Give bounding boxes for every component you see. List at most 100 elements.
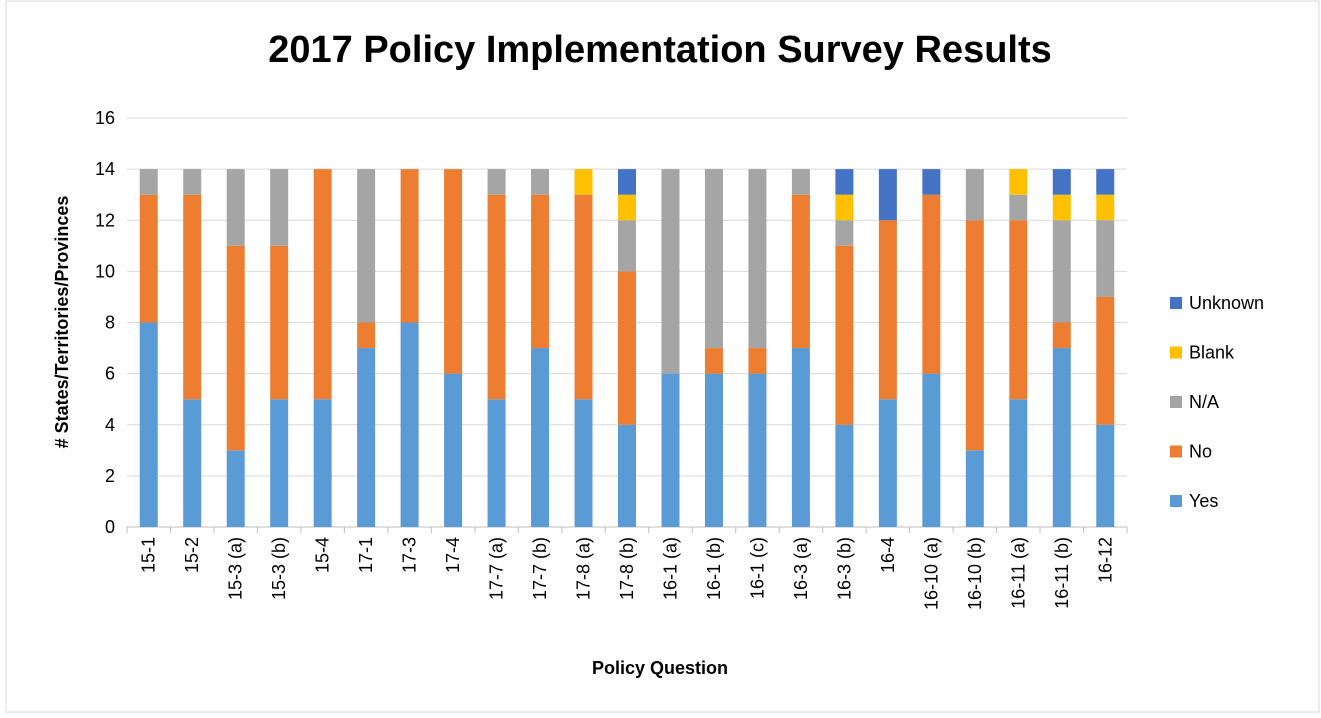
bar-segment [313, 169, 332, 400]
bar-segment [1096, 194, 1115, 221]
bar-segment [835, 194, 854, 221]
bar-segment [922, 169, 941, 195]
x-tick-label: 17-3 [400, 537, 420, 573]
bar-segment [139, 194, 158, 323]
bar-segment [400, 322, 419, 527]
legend-swatch [1170, 445, 1182, 458]
bar-segment [965, 220, 984, 451]
bar-segment [1052, 194, 1071, 221]
x-tick-label: 17-7 (a) [487, 537, 507, 600]
bar-segment [1009, 194, 1028, 221]
bar-segment [531, 194, 550, 349]
bar-segment [313, 399, 332, 527]
x-tick-label: 17-8 (b) [617, 537, 637, 600]
y-tick-label: 14 [95, 159, 115, 179]
bar-segment [835, 220, 854, 246]
x-tick-label: 16-1 (a) [660, 537, 680, 600]
bar-segment [1009, 169, 1028, 195]
bar-segment [574, 194, 593, 400]
legend-label: N/A [1189, 392, 1219, 412]
bar-segment [487, 194, 506, 400]
bar-segment [791, 194, 810, 349]
x-tick-label: 15-3 (a) [226, 537, 246, 600]
bar-segment [835, 424, 854, 527]
bar-segment [878, 220, 897, 400]
bar-segment [965, 450, 984, 527]
x-tick-label: 16-10 (b) [965, 537, 985, 610]
bar-segment [574, 169, 593, 195]
legend-label: Unknown [1189, 293, 1264, 313]
bar-segment [878, 169, 897, 221]
x-tick-label: 17-4 [443, 537, 463, 573]
x-tick-label: 16-10 (a) [921, 537, 941, 610]
bar-segment [661, 169, 680, 374]
bar-segment [1009, 220, 1028, 400]
x-tick-label: 15-4 [313, 537, 333, 573]
bar-segment [139, 169, 158, 195]
bar-segment [748, 373, 767, 527]
y-tick-label: 12 [95, 210, 115, 230]
bar-segment [748, 169, 767, 349]
bar-segment [1052, 220, 1071, 323]
bar-segment [922, 373, 941, 527]
x-tick-label: 15-2 [182, 537, 202, 573]
y-tick-label: 0 [105, 517, 115, 537]
bar-segment [835, 169, 854, 195]
bar-segment [357, 348, 376, 527]
bar-segment [748, 348, 767, 374]
bar-segment [618, 424, 636, 527]
bar-segment [444, 373, 463, 527]
x-tick-label: 16-12 [1095, 537, 1115, 583]
y-tick-label: 8 [105, 313, 115, 333]
bar-segment [1052, 169, 1071, 195]
bar-segment [139, 322, 158, 527]
y-axis-label: # States/Territories/Provinces [52, 196, 72, 449]
bar-segment [226, 245, 245, 451]
bar-segment [487, 169, 506, 195]
bar-segment [1096, 220, 1115, 297]
bar-segment [1096, 169, 1115, 195]
bar-segment [531, 169, 550, 195]
bar-segment [444, 169, 463, 374]
bar-segment [791, 169, 810, 195]
bar-segment [618, 169, 636, 195]
bar-segment [704, 169, 723, 349]
bar-segment [704, 348, 723, 374]
y-tick-label: 6 [105, 364, 115, 384]
bar-segment [270, 169, 289, 246]
bar-segment [618, 271, 636, 425]
bar-segment [704, 373, 723, 527]
x-tick-label: 17-7 (b) [530, 537, 550, 600]
bar-segment [357, 169, 376, 323]
bar-segment [226, 450, 245, 527]
bar-segment [270, 399, 289, 527]
bar-segment [791, 348, 810, 527]
x-tick-label: 16-3 (a) [791, 537, 811, 600]
bar-segment [270, 245, 289, 400]
bar-segment [183, 194, 202, 400]
bar-segment [878, 399, 897, 527]
y-tick-label: 10 [95, 261, 115, 281]
legend-swatch [1170, 495, 1182, 507]
bar-segment [400, 169, 419, 323]
legend-swatch [1170, 346, 1182, 359]
x-tick-label: 17-1 [356, 537, 376, 573]
x-tick-label: 16-1 (c) [747, 537, 767, 599]
x-tick-label: 16-11 (a) [1008, 537, 1028, 609]
y-tick-label: 2 [105, 466, 115, 486]
bar-segment [1009, 399, 1028, 527]
legend-swatch [1170, 297, 1182, 309]
x-tick-label: 15-3 (b) [269, 537, 289, 600]
bar-segment [661, 373, 680, 527]
bar-segment [357, 322, 376, 349]
x-tick-label: 16-3 (b) [834, 537, 854, 600]
bar-segment [1052, 348, 1071, 527]
y-tick-label: 4 [105, 415, 115, 435]
y-tick-label: 16 [95, 108, 115, 128]
bar-segment [618, 194, 636, 221]
bar-segment [487, 399, 506, 527]
bar-segment [574, 399, 593, 527]
bar-segment [183, 169, 202, 195]
legend-swatch [1170, 396, 1182, 408]
